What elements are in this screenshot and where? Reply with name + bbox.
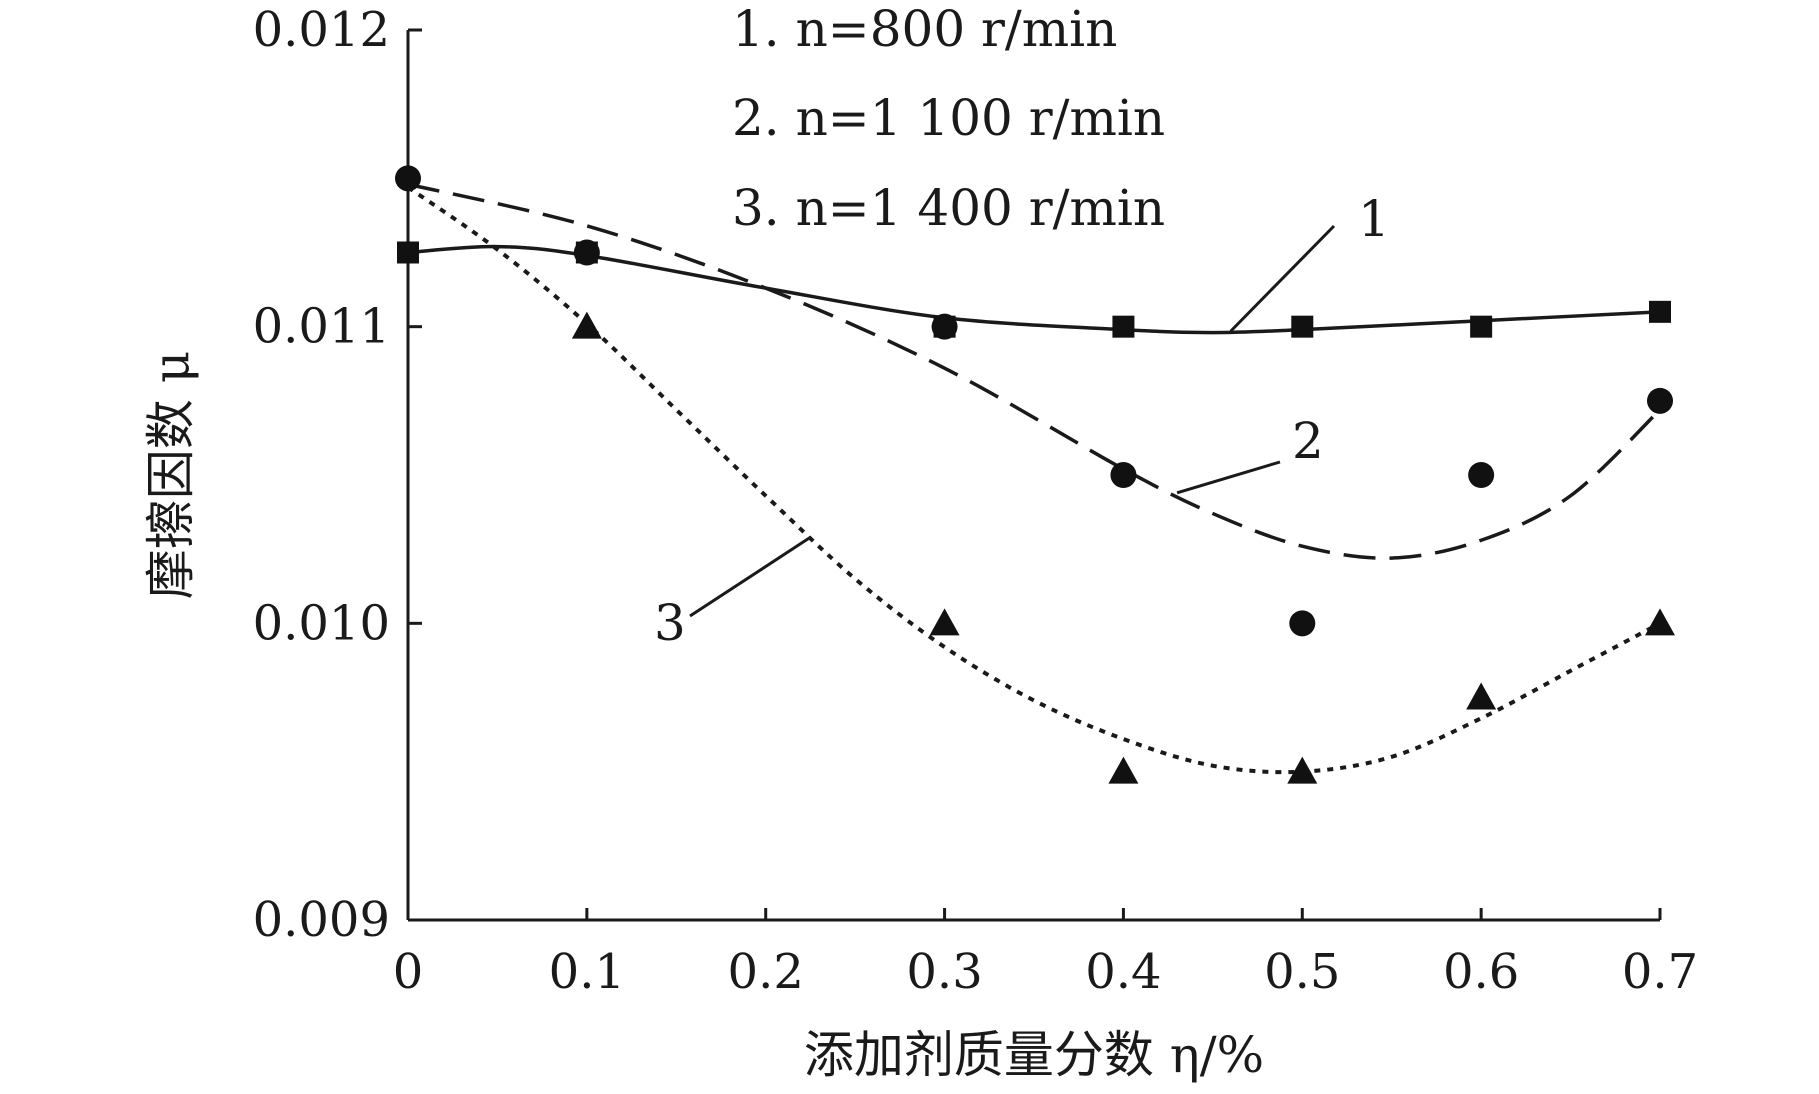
x-tick-label: 0.3 <box>906 944 982 1000</box>
y-tick-label: 0.011 <box>253 299 390 355</box>
x-tick-label: 0 <box>393 944 424 1000</box>
x-tick-label: 0.2 <box>728 944 804 1000</box>
legend-entry-2: 2. n=1 100 r/min <box>732 89 1165 147</box>
marker-circle-series-2 <box>1468 462 1495 488</box>
fit-curves <box>406 182 1662 775</box>
legend: 1. n=800 r/min 2. n=1 100 r/min 3. n=1 400… <box>732 0 1165 237</box>
legend-entry-3: 3. n=1 400 r/min <box>732 179 1165 237</box>
marker-circle-series-2 <box>1647 387 1673 414</box>
y-tick-label: 0.009 <box>253 892 390 948</box>
marker-square-series-1 <box>1470 315 1493 338</box>
y-axis-title: 摩擦因数 μ <box>142 351 200 599</box>
x-tick-label: 0.5 <box>1264 944 1340 1000</box>
x-tick-label: 0.4 <box>1085 944 1161 1000</box>
series-callouts: 1 2 3 <box>654 190 1390 652</box>
marker-square-series-1 <box>1291 315 1314 338</box>
fit-curve-series-3 <box>406 185 1661 775</box>
marker-triangle-series-3 <box>1108 756 1139 784</box>
callout-line-3 <box>689 536 812 618</box>
axes: 0 0.1 0.2 0.3 0.4 0.5 0.6 0.7 0.009 0.010 0.011 0.0… <box>142 2 1698 1084</box>
x-tick-label: 0.6 <box>1443 944 1519 1000</box>
data-markers <box>395 165 1675 784</box>
callout-label-1: 1 <box>1358 190 1390 248</box>
fit-curve-series-1 <box>407 244 1661 335</box>
fit-curve-series-2 <box>407 182 1662 560</box>
marker-square-series-1 <box>397 241 419 264</box>
x-tick-label: 0.1 <box>549 944 625 1000</box>
legend-entry-1: 1. n=800 r/min <box>732 0 1117 58</box>
marker-square-series-1 <box>1649 300 1671 323</box>
marker-triangle-series-3 <box>1466 682 1497 710</box>
marker-circle-series-2 <box>1289 610 1316 637</box>
callout-label-2: 2 <box>1292 412 1324 470</box>
callout-line-1 <box>1229 224 1336 333</box>
marker-triangle-series-3 <box>1645 608 1675 636</box>
y-tick-label: 0.012 <box>253 2 390 58</box>
callout-line-2 <box>1176 460 1281 495</box>
marker-circle-series-2 <box>573 239 600 266</box>
marker-triangle-series-3 <box>571 311 602 339</box>
marker-circle-series-2 <box>1110 462 1137 488</box>
marker-circle-series-2 <box>395 165 421 192</box>
marker-square-series-1 <box>1112 315 1135 338</box>
marker-triangle-series-3 <box>929 608 960 636</box>
x-tick-label: 0.7 <box>1622 944 1698 1000</box>
y-tick-label: 0.010 <box>253 595 390 651</box>
marker-circle-series-2 <box>931 313 958 340</box>
marker-triangle-series-3 <box>1287 756 1318 784</box>
callout-label-3: 3 <box>654 594 686 652</box>
x-axis-title: 添加剂质量分数 η/% <box>804 1026 1264 1084</box>
